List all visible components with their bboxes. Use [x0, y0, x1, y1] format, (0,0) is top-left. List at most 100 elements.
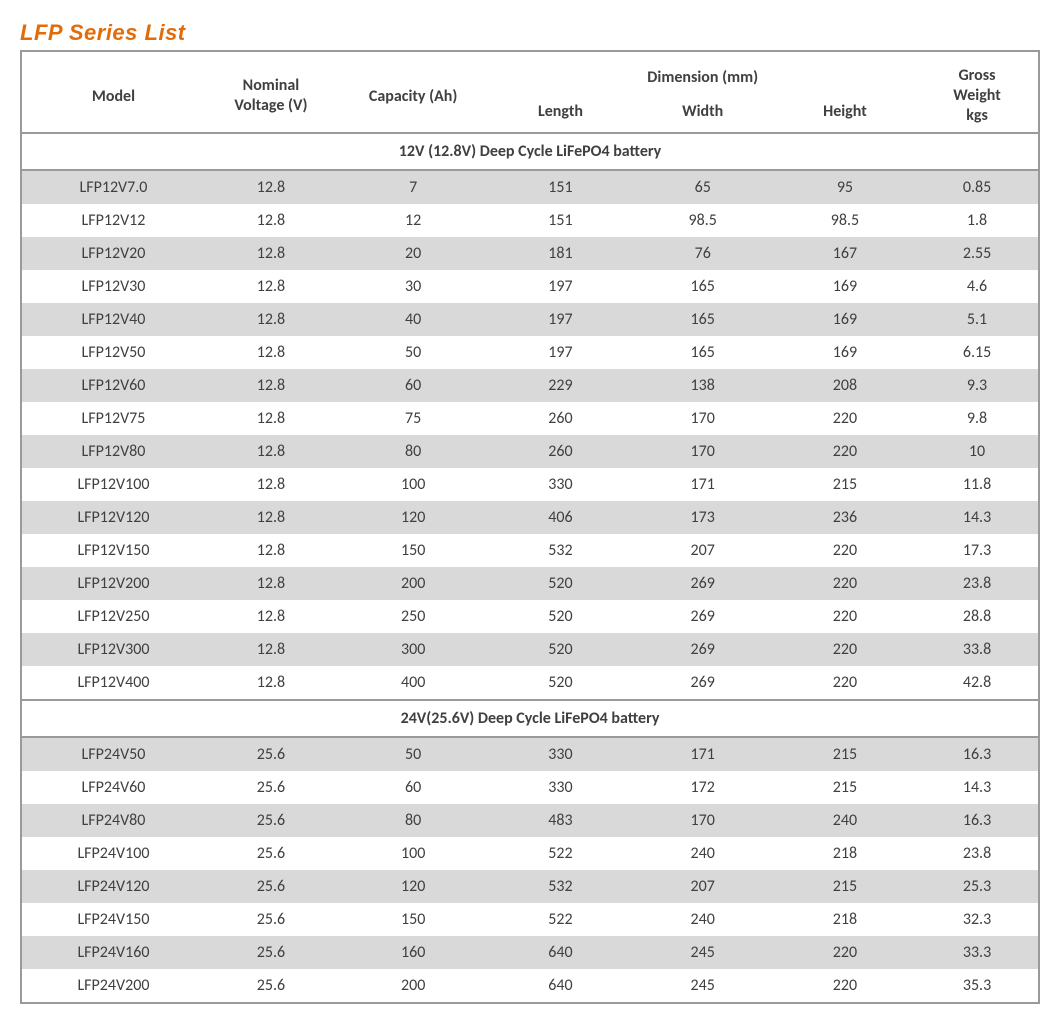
- header-width: Width: [632, 94, 774, 133]
- table-row: LFP12V10012.810033017121511.8: [22, 468, 1038, 501]
- cell-weight: 25.3: [916, 870, 1038, 903]
- cell-weight: 2.55: [916, 237, 1038, 270]
- cell-model: LFP12V50: [22, 336, 205, 369]
- cell-model: LFP12V400: [22, 666, 205, 700]
- cell-width: 207: [632, 534, 774, 567]
- cell-capacity: 50: [337, 336, 489, 369]
- cell-weight: 16.3: [916, 737, 1038, 771]
- cell-length: 330: [489, 468, 631, 501]
- cell-voltage: 25.6: [205, 837, 337, 870]
- cell-height: 220: [774, 633, 916, 666]
- cell-model: LFP24V50: [22, 737, 205, 771]
- cell-capacity: 120: [337, 870, 489, 903]
- cell-weight: 9.8: [916, 402, 1038, 435]
- cell-weight: 11.8: [916, 468, 1038, 501]
- cell-width: 165: [632, 303, 774, 336]
- cell-voltage: 12.8: [205, 600, 337, 633]
- cell-model: LFP12V120: [22, 501, 205, 534]
- section-header: 24V(25.6V) Deep Cycle LiFePO4 battery: [22, 700, 1038, 737]
- table-row: LFP12V3012.8301971651694.6: [22, 270, 1038, 303]
- cell-weight: 23.8: [916, 567, 1038, 600]
- header-dimension: Dimension (mm): [489, 52, 916, 94]
- cell-weight: 16.3: [916, 804, 1038, 837]
- cell-weight: 14.3: [916, 501, 1038, 534]
- cell-length: 520: [489, 567, 631, 600]
- cell-voltage: 12.8: [205, 666, 337, 700]
- cell-voltage: 12.8: [205, 567, 337, 600]
- cell-model: LFP24V150: [22, 903, 205, 936]
- cell-voltage: 12.8: [205, 501, 337, 534]
- table-row: LFP24V16025.616064024522033.3: [22, 936, 1038, 969]
- cell-weight: 0.85: [916, 170, 1038, 204]
- table-row: LFP12V20012.820052026922023.8: [22, 567, 1038, 600]
- page-title: LFP Series List: [20, 20, 1040, 46]
- cell-voltage: 12.8: [205, 534, 337, 567]
- cell-model: LFP12V250: [22, 600, 205, 633]
- header-weight-l2: Weight: [953, 86, 1000, 105]
- cell-capacity: 75: [337, 402, 489, 435]
- cell-capacity: 7: [337, 170, 489, 204]
- cell-capacity: 150: [337, 903, 489, 936]
- table-row: LFP12V40012.840052026922042.8: [22, 666, 1038, 700]
- cell-capacity: 60: [337, 771, 489, 804]
- cell-height: 169: [774, 270, 916, 303]
- cell-weight: 33.8: [916, 633, 1038, 666]
- cell-weight: 5.1: [916, 303, 1038, 336]
- cell-model: LFP12V100: [22, 468, 205, 501]
- header-capacity: Capacity (Ah): [337, 52, 489, 133]
- cell-width: 165: [632, 336, 774, 369]
- header-weight: Gross Weight kgs: [916, 52, 1038, 133]
- cell-capacity: 50: [337, 737, 489, 771]
- cell-width: 170: [632, 435, 774, 468]
- cell-capacity: 100: [337, 468, 489, 501]
- cell-length: 520: [489, 600, 631, 633]
- cell-voltage: 25.6: [205, 903, 337, 936]
- cell-capacity: 40: [337, 303, 489, 336]
- cell-model: LFP24V100: [22, 837, 205, 870]
- table-row: LFP12V25012.825052026922028.8: [22, 600, 1038, 633]
- cell-height: 220: [774, 666, 916, 700]
- cell-weight: 35.3: [916, 969, 1038, 1002]
- table-row: LFP12V8012.88026017022010: [22, 435, 1038, 468]
- cell-weight: 32.3: [916, 903, 1038, 936]
- cell-height: 169: [774, 303, 916, 336]
- table-row: LFP12V4012.8401971651695.1: [22, 303, 1038, 336]
- cell-width: 171: [632, 468, 774, 501]
- cell-capacity: 100: [337, 837, 489, 870]
- cell-capacity: 12: [337, 204, 489, 237]
- table-row: LFP12V7.012.8715165950.85: [22, 170, 1038, 204]
- cell-weight: 33.3: [916, 936, 1038, 969]
- cell-width: 245: [632, 969, 774, 1002]
- cell-weight: 4.6: [916, 270, 1038, 303]
- cell-weight: 6.15: [916, 336, 1038, 369]
- table-row: LFP24V15025.615052224021832.3: [22, 903, 1038, 936]
- cell-model: LFP12V200: [22, 567, 205, 600]
- cell-voltage: 12.8: [205, 237, 337, 270]
- cell-weight: 14.3: [916, 771, 1038, 804]
- cell-model: LFP12V60: [22, 369, 205, 402]
- cell-length: 520: [489, 633, 631, 666]
- cell-model: LFP12V75: [22, 402, 205, 435]
- table-container: Model Nominal Voltage (V) Capacity (Ah) …: [20, 50, 1040, 1004]
- cell-width: 171: [632, 737, 774, 771]
- cell-weight: 1.8: [916, 204, 1038, 237]
- cell-height: 220: [774, 402, 916, 435]
- cell-length: 260: [489, 435, 631, 468]
- cell-length: 197: [489, 336, 631, 369]
- cell-voltage: 12.8: [205, 633, 337, 666]
- cell-capacity: 20: [337, 237, 489, 270]
- cell-length: 197: [489, 270, 631, 303]
- cell-model: LFP12V20: [22, 237, 205, 270]
- cell-model: LFP24V60: [22, 771, 205, 804]
- cell-length: 520: [489, 666, 631, 700]
- cell-capacity: 250: [337, 600, 489, 633]
- cell-height: 98.5: [774, 204, 916, 237]
- table-row: LFP12V2012.820181761672.55: [22, 237, 1038, 270]
- cell-width: 240: [632, 837, 774, 870]
- cell-model: LFP12V300: [22, 633, 205, 666]
- lfp-series-table: Model Nominal Voltage (V) Capacity (Ah) …: [22, 52, 1038, 1002]
- cell-capacity: 80: [337, 435, 489, 468]
- cell-voltage: 12.8: [205, 468, 337, 501]
- cell-width: 269: [632, 666, 774, 700]
- cell-width: 240: [632, 903, 774, 936]
